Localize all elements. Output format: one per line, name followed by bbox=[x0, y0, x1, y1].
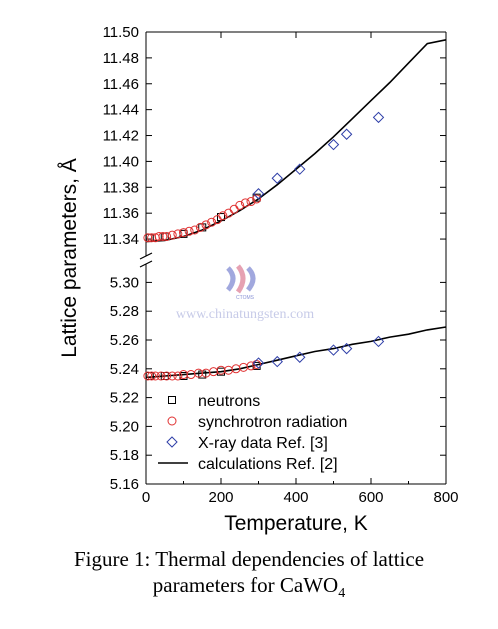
data-point-synchrotron bbox=[235, 200, 245, 210]
data-point-synchrotron bbox=[252, 194, 262, 204]
y-tick-label: 5.26 bbox=[110, 332, 139, 349]
x-tick-label: 200 bbox=[208, 489, 233, 506]
data-point-xray bbox=[252, 357, 265, 369]
x-tick-label: 400 bbox=[283, 489, 308, 506]
data-point-synchrotron bbox=[147, 371, 157, 381]
y-tick-label: 11.40 bbox=[103, 153, 139, 170]
x-tick-label: 0 bbox=[142, 489, 150, 506]
caption-line-2-text: parameters for CaWO bbox=[152, 573, 339, 597]
data-point-synchrotron bbox=[229, 204, 239, 214]
data-point-synchrotron bbox=[167, 371, 177, 381]
data-point-xray bbox=[327, 344, 340, 356]
legend-label: calculations Ref. [2] bbox=[198, 456, 338, 473]
lattice-parameters-chart: 0 200 400 600 800 11.34 11.36 11.38 11.40 11.42 11… bbox=[58, 24, 459, 535]
legend-marker bbox=[167, 416, 177, 426]
legend-label: neutrons bbox=[198, 393, 260, 410]
plot-layer: 0 200 400 600 800 11.34 11.36 11.38 11.40 11.42 11… bbox=[58, 24, 459, 535]
x-tick-label: 600 bbox=[358, 489, 383, 506]
y-tick-label: 5.18 bbox=[110, 447, 139, 464]
data-point-xray bbox=[340, 342, 353, 355]
calculation-line-upper bbox=[145, 39, 447, 243]
data-point-synchrotron bbox=[184, 226, 194, 236]
data-point-synchrotron bbox=[190, 225, 200, 235]
y-tick-label: 11.34 bbox=[103, 231, 139, 248]
y-tick-label: 11.50 bbox=[103, 24, 139, 41]
legend-marker bbox=[168, 396, 176, 404]
data-point-synchrotron bbox=[195, 222, 205, 232]
x-tick-label: 800 bbox=[433, 489, 458, 506]
axis-break-mark bbox=[139, 260, 153, 268]
data-point-synchrotron bbox=[150, 371, 160, 381]
y-tick-label: 5.22 bbox=[110, 390, 139, 407]
data-point-synchrotron bbox=[218, 211, 228, 221]
data-point-synchrotron bbox=[216, 365, 226, 375]
data-point-xray bbox=[294, 163, 306, 175]
y-tick-label: 5.30 bbox=[110, 274, 139, 291]
data-point-xray bbox=[252, 188, 265, 200]
y-tick-label: 11.46 bbox=[103, 76, 139, 93]
caption-line-2: parameters for CaWO4 bbox=[0, 572, 498, 607]
data-point-synchrotron bbox=[179, 228, 188, 238]
y-tick-label: 5.16 bbox=[110, 476, 139, 493]
y-tick-label: 5.20 bbox=[110, 418, 139, 435]
figure-caption: Figure 1: Thermal dependencies of lattic… bbox=[0, 546, 498, 607]
y-tick-label: 11.36 bbox=[103, 205, 139, 222]
y-tick-label: 11.48 bbox=[103, 50, 139, 67]
data-point-xray bbox=[271, 172, 283, 184]
legend-label: X-ray data Ref. [3] bbox=[198, 435, 328, 452]
legend-marker bbox=[166, 436, 178, 448]
data-point-synchrotron bbox=[156, 371, 166, 381]
data-point-xray bbox=[271, 355, 283, 368]
data-point-synchrotron bbox=[162, 371, 172, 381]
data-point-synchrotron bbox=[246, 361, 256, 371]
data-point-synchrotron bbox=[207, 217, 217, 227]
legend-label: synchrotron radiation bbox=[198, 414, 347, 431]
y-tick-label: 5.24 bbox=[110, 361, 139, 378]
caption-subscript: 4 bbox=[338, 586, 346, 602]
data-point-synchrotron bbox=[246, 197, 256, 207]
data-point-xray bbox=[372, 335, 385, 348]
data-point-synchrotron bbox=[167, 230, 177, 240]
calculation-line-lower bbox=[145, 326, 447, 379]
data-point-synchrotron bbox=[201, 220, 211, 230]
data-point-synchrotron bbox=[162, 231, 172, 241]
data-point-xray bbox=[340, 128, 353, 140]
y-tick-label: 5.28 bbox=[110, 303, 139, 320]
axis-break-mark bbox=[139, 252, 153, 260]
y-tick-label: 11.38 bbox=[103, 179, 139, 196]
y-tick-label: 11.44 bbox=[103, 102, 139, 119]
data-point-synchrotron bbox=[173, 371, 183, 381]
y-tick-label: 11.42 bbox=[103, 128, 139, 145]
x-axis-label: Temperature, K bbox=[224, 512, 368, 535]
data-point-synchrotron bbox=[158, 231, 168, 241]
data-point-synchrotron bbox=[240, 198, 250, 208]
caption-line-1: Figure 1: Thermal dependencies of lattic… bbox=[73, 547, 425, 571]
data-point-synchrotron bbox=[173, 229, 183, 239]
y-axis-label: Lattice parameters, Å bbox=[58, 158, 81, 358]
data-point-xray bbox=[372, 111, 385, 124]
data-point-xray bbox=[294, 351, 306, 363]
data-point-xray bbox=[327, 138, 340, 151]
